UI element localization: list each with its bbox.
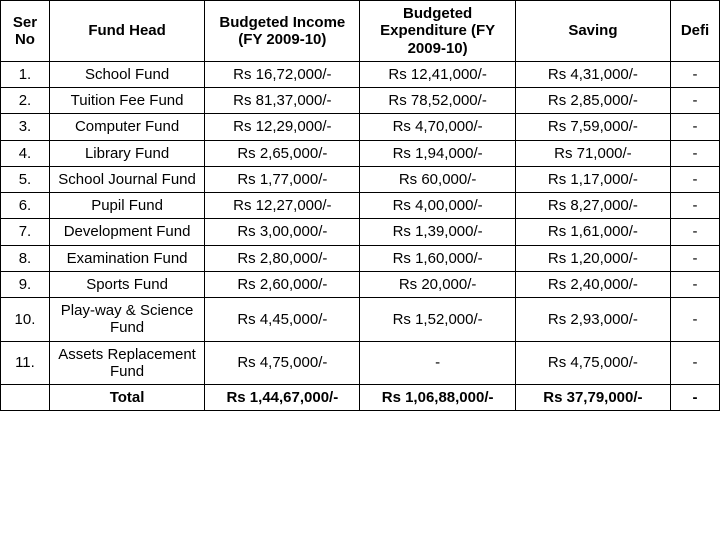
cell-fund: School Journal Fund [49, 166, 204, 192]
cell-fund: Tuition Fee Fund [49, 88, 204, 114]
cell-sav: Rs 1,20,000/- [515, 245, 670, 271]
cell-income: Rs 1,77,000/- [205, 166, 360, 192]
cell-ser: 6. [1, 193, 50, 219]
cell-ser: 7. [1, 219, 50, 245]
cell-sav: Rs 2,93,000/- [515, 298, 670, 342]
cell-exp: Rs 20,000/- [360, 271, 515, 297]
cell-sav: Rs 7,59,000/- [515, 114, 670, 140]
cell-sav: Rs 2,85,000/- [515, 88, 670, 114]
cell-ser: 10. [1, 298, 50, 342]
cell-fund: Play-way & Science Fund [49, 298, 204, 342]
cell-total-label: Total [49, 385, 204, 411]
cell-defi: - [671, 298, 720, 342]
cell-ser: 2. [1, 88, 50, 114]
cell-ser: 11. [1, 341, 50, 385]
cell-income: Rs 4,75,000/- [205, 341, 360, 385]
cell-defi: - [671, 245, 720, 271]
cell-fund: School Fund [49, 61, 204, 87]
cell-defi: - [671, 341, 720, 385]
cell-fund: Assets Replacement Fund [49, 341, 204, 385]
cell-sav: Rs 1,17,000/- [515, 166, 670, 192]
header-row: Ser No Fund Head Budgeted Income (FY 200… [1, 1, 720, 62]
cell-sav: Rs 8,27,000/- [515, 193, 670, 219]
cell-total-defi: - [671, 385, 720, 411]
cell-fund: Development Fund [49, 219, 204, 245]
table-row: 4.Library FundRs 2,65,000/-Rs 1,94,000/-… [1, 140, 720, 166]
cell-exp: Rs 12,41,000/- [360, 61, 515, 87]
table-row: 2.Tuition Fee FundRs 81,37,000/-Rs 78,52… [1, 88, 720, 114]
cell-sav: Rs 2,40,000/- [515, 271, 670, 297]
col-income: Budgeted Income (FY 2009-10) [205, 1, 360, 62]
cell-income: Rs 2,60,000/- [205, 271, 360, 297]
col-defi: Defi [671, 1, 720, 62]
col-exp: Budgeted Expenditure (FY 2009-10) [360, 1, 515, 62]
cell-fund: Computer Fund [49, 114, 204, 140]
table-row: 6.Pupil FundRs 12,27,000/-Rs 4,00,000/-R… [1, 193, 720, 219]
col-sav: Saving [515, 1, 670, 62]
cell-defi: - [671, 61, 720, 87]
col-fund: Fund Head [49, 1, 204, 62]
cell-income: Rs 4,45,000/- [205, 298, 360, 342]
cell-ser: 8. [1, 245, 50, 271]
cell-defi: - [671, 88, 720, 114]
table-row: 7.Development FundRs 3,00,000/-Rs 1,39,0… [1, 219, 720, 245]
cell-ser: 1. [1, 61, 50, 87]
cell-sav: Rs 71,000/- [515, 140, 670, 166]
total-row: TotalRs 1,44,67,000/-Rs 1,06,88,000/-Rs … [1, 385, 720, 411]
cell-fund: Sports Fund [49, 271, 204, 297]
cell-defi: - [671, 219, 720, 245]
cell-exp: Rs 1,39,000/- [360, 219, 515, 245]
cell-total-sav: Rs 37,79,000/- [515, 385, 670, 411]
cell-ser [1, 385, 50, 411]
cell-ser: 9. [1, 271, 50, 297]
cell-ser: 5. [1, 166, 50, 192]
cell-defi: - [671, 166, 720, 192]
cell-income: Rs 12,27,000/- [205, 193, 360, 219]
budget-table: Ser No Fund Head Budgeted Income (FY 200… [0, 0, 720, 411]
cell-sav: Rs 1,61,000/- [515, 219, 670, 245]
cell-exp: Rs 78,52,000/- [360, 88, 515, 114]
cell-exp: - [360, 341, 515, 385]
table-row: 11.Assets Replacement FundRs 4,75,000/--… [1, 341, 720, 385]
cell-exp: Rs 1,94,000/- [360, 140, 515, 166]
cell-fund: Examination Fund [49, 245, 204, 271]
table-row: 3.Computer FundRs 12,29,000/-Rs 4,70,000… [1, 114, 720, 140]
cell-defi: - [671, 114, 720, 140]
cell-ser: 4. [1, 140, 50, 166]
cell-exp: Rs 4,00,000/- [360, 193, 515, 219]
table-row: 9.Sports FundRs 2,60,000/-Rs 20,000/-Rs … [1, 271, 720, 297]
cell-income: Rs 3,00,000/- [205, 219, 360, 245]
table-row: 5.School Journal FundRs 1,77,000/-Rs 60,… [1, 166, 720, 192]
table-row: 8.Examination FundRs 2,80,000/-Rs 1,60,0… [1, 245, 720, 271]
cell-defi: - [671, 271, 720, 297]
cell-income: Rs 12,29,000/- [205, 114, 360, 140]
cell-defi: - [671, 193, 720, 219]
cell-defi: - [671, 140, 720, 166]
col-ser: Ser No [1, 1, 50, 62]
cell-exp: Rs 1,52,000/- [360, 298, 515, 342]
cell-income: Rs 81,37,000/- [205, 88, 360, 114]
cell-fund: Pupil Fund [49, 193, 204, 219]
cell-total-exp: Rs 1,06,88,000/- [360, 385, 515, 411]
cell-ser: 3. [1, 114, 50, 140]
cell-exp: Rs 1,60,000/- [360, 245, 515, 271]
cell-income: Rs 2,65,000/- [205, 140, 360, 166]
cell-sav: Rs 4,31,000/- [515, 61, 670, 87]
cell-exp: Rs 60,000/- [360, 166, 515, 192]
cell-exp: Rs 4,70,000/- [360, 114, 515, 140]
cell-sav: Rs 4,75,000/- [515, 341, 670, 385]
cell-fund: Library Fund [49, 140, 204, 166]
cell-total-income: Rs 1,44,67,000/- [205, 385, 360, 411]
table-row: 1.School FundRs 16,72,000/-Rs 12,41,000/… [1, 61, 720, 87]
cell-income: Rs 16,72,000/- [205, 61, 360, 87]
table-row: 10.Play-way & Science FundRs 4,45,000/-R… [1, 298, 720, 342]
cell-income: Rs 2,80,000/- [205, 245, 360, 271]
